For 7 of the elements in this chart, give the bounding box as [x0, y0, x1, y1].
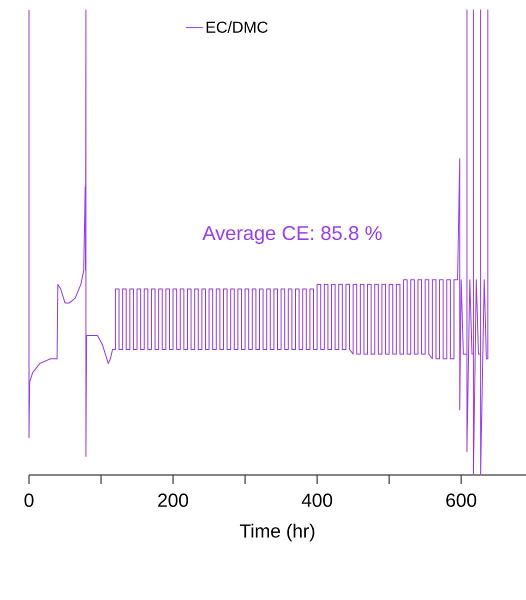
- annotation: Average CE: 85.8 %: [202, 226, 382, 244]
- x-axis-title: Time (hr): [240, 524, 314, 542]
- legend-label: EC/DMC: [206, 21, 268, 33]
- x-tick-label: 0: [24, 494, 34, 507]
- x-tick-label: 400: [302, 494, 332, 507]
- x-tick-label: 200: [158, 494, 188, 507]
- x-tick-label: 600: [446, 494, 476, 507]
